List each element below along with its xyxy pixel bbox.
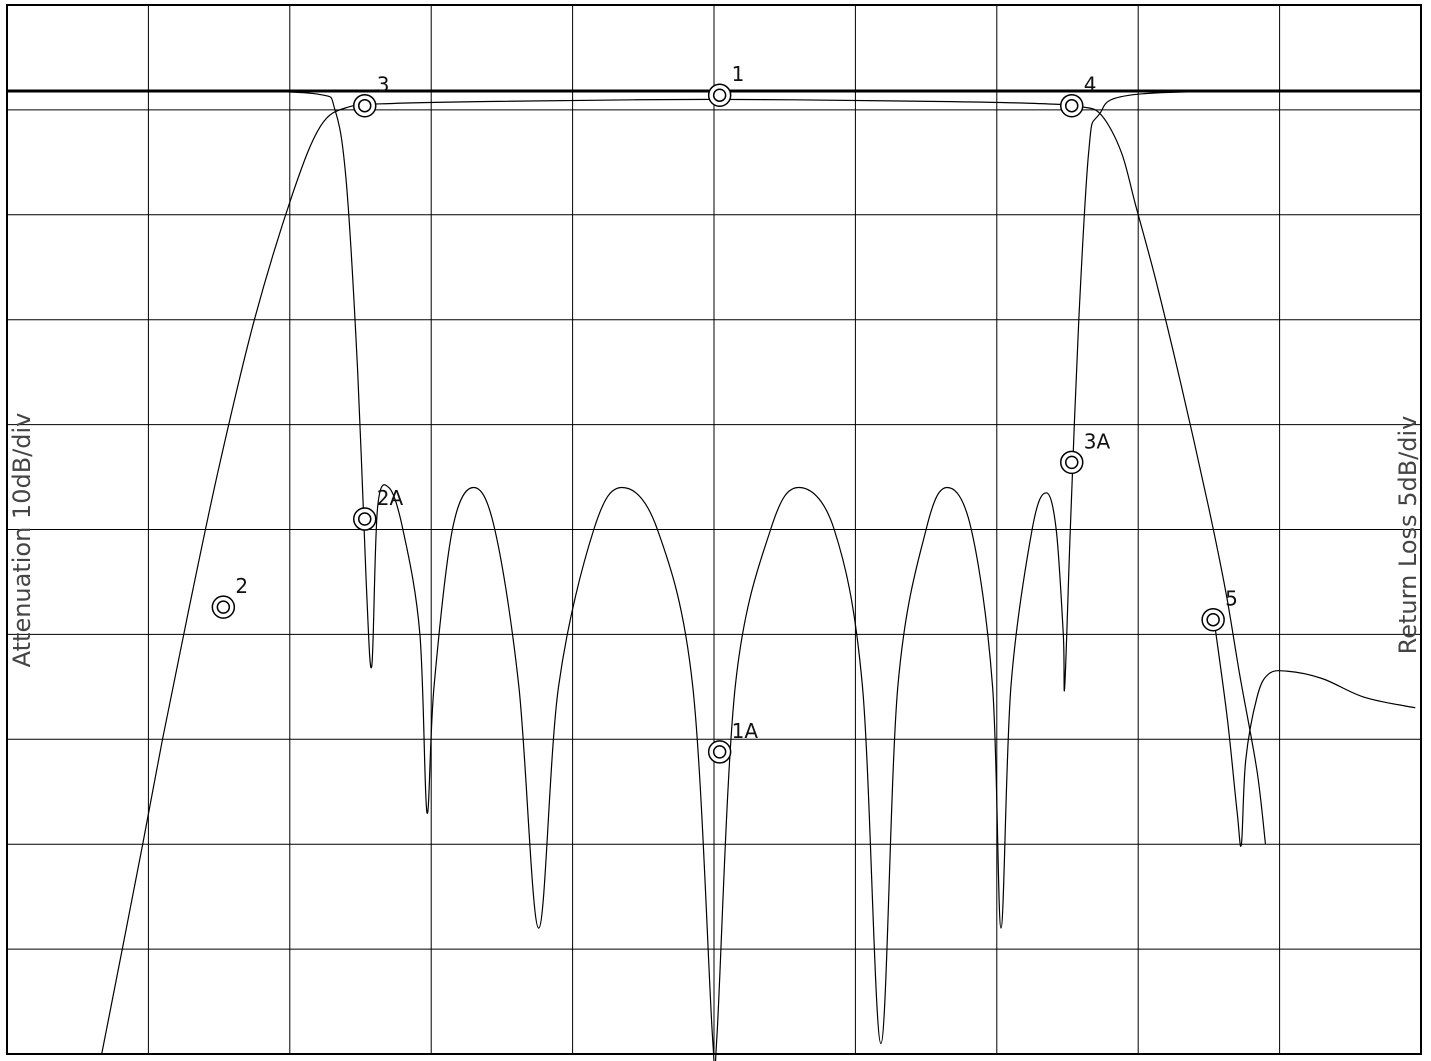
marker-inner-ring <box>1064 455 1079 470</box>
marker-outer-ring <box>211 595 236 619</box>
marker-label: 2A <box>377 486 404 510</box>
marker-outer-ring <box>1059 93 1084 118</box>
marker-label: 5 <box>1225 587 1238 611</box>
series-line-2 <box>233 90 1337 1061</box>
marker-1a: 1A <box>707 719 759 764</box>
marker-outer-ring <box>707 83 732 107</box>
marker-outer-ring <box>352 507 377 531</box>
marker-outer-ring <box>352 93 377 118</box>
marker-2: 2 <box>211 574 248 619</box>
series-line-3 <box>1214 623 1416 847</box>
marker-inner-ring <box>357 512 372 526</box>
marker-outer-ring <box>707 740 732 764</box>
marker-2a: 2A <box>352 486 404 531</box>
marker-3: 3 <box>352 73 390 118</box>
marker-1: 1 <box>707 62 745 107</box>
marker-inner-ring <box>1064 98 1079 113</box>
marker-5: 5 <box>1201 587 1238 632</box>
marker-inner-ring <box>1206 612 1220 627</box>
marker-4: 4 <box>1059 73 1097 118</box>
marker-outer-ring <box>1201 607 1225 632</box>
marker-label: 4 <box>1084 73 1097 97</box>
series-group <box>101 90 1416 1061</box>
marker-inner-ring <box>216 600 231 614</box>
marker-inner-ring <box>357 98 372 113</box>
marker-outer-ring <box>1059 450 1084 475</box>
marker-label: 1A <box>732 719 759 743</box>
series-line-1 <box>101 98 1267 1055</box>
marker-label: 1 <box>732 62 745 86</box>
marker-inner-ring <box>712 88 727 102</box>
y-axis-left-label: Attenuation 10dB/div <box>8 413 36 668</box>
y-axis-right-label: Return Loss 5dB/div <box>1394 416 1422 655</box>
marker-label: 3 <box>377 73 390 97</box>
marker-label: 3A <box>1084 429 1111 453</box>
markers-group: 1 1A 2 2A 3 3A 4 5 <box>211 62 1238 764</box>
marker-3a: 3A <box>1059 429 1111 475</box>
grid <box>7 5 1421 1054</box>
marker-label: 2 <box>235 574 248 598</box>
marker-inner-ring <box>712 745 727 759</box>
